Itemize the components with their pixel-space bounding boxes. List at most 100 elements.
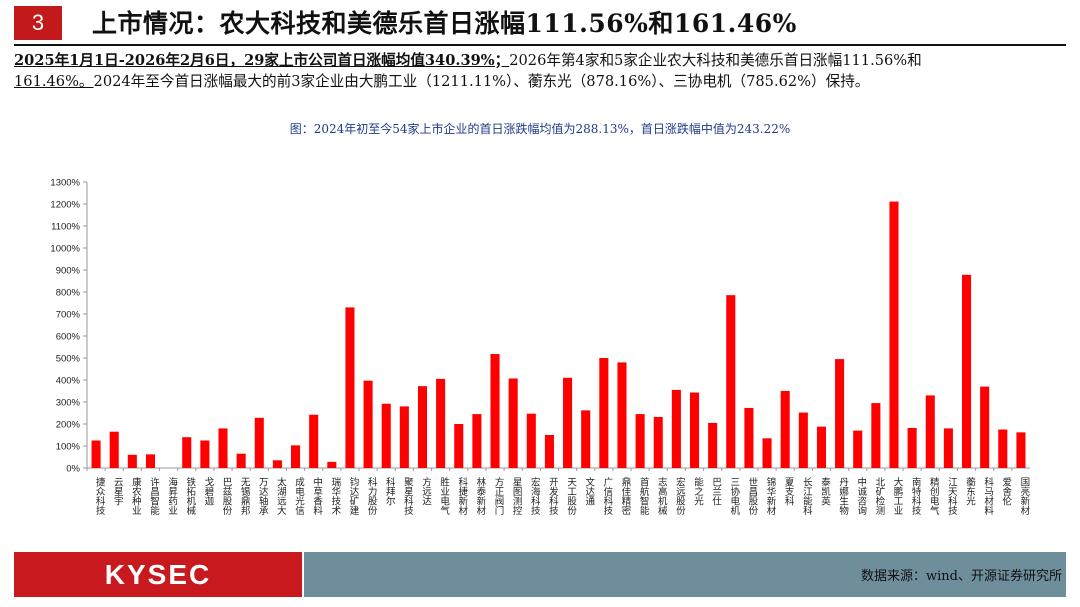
bar <box>689 392 700 468</box>
bar <box>508 378 518 468</box>
x-tick-label: 林泰新材 <box>474 476 486 515</box>
x-tick-label: 无锡鼎邦 <box>239 477 251 516</box>
x-tick-label: 鼎佳精密 <box>619 477 631 516</box>
x-tick-label: 泰凯英 <box>819 476 831 506</box>
x-tick-label: 宏远股份 <box>674 476 686 516</box>
x-tick-label: 首航智能 <box>638 476 650 516</box>
bar <box>91 440 101 468</box>
y-tick-label: 200% <box>56 420 81 431</box>
page-title: 上市情况：农大科技和美德乐首日涨幅111.56%和161.46% <box>92 9 797 38</box>
x-tick-label: 精创电气 <box>928 476 940 515</box>
footer: KYSEC 数据来源：wind、开源证券研究所 <box>0 552 1080 597</box>
y-tick-label: 800% <box>56 288 81 299</box>
x-tick-label: 南特科技 <box>910 476 922 516</box>
x-tick-label: 云星宇 <box>112 477 124 506</box>
x-tick-label: 科力股份 <box>366 476 378 516</box>
summary-text: 2025年1月1日-2026年2月6日，29家上市公司首日涨幅均值340.39%… <box>14 50 1066 92</box>
x-tick-label: 夏支科 <box>783 477 795 506</box>
bar <box>454 424 464 468</box>
x-tick-label: 太湖远大 <box>275 476 287 516</box>
x-tick-label: 铁拓机械 <box>184 476 196 516</box>
x-tick-label: 中草香料 <box>311 476 323 516</box>
bar <box>943 428 953 468</box>
x-tick-label: 万达轴承 <box>257 477 269 515</box>
slide-number: 3 <box>14 6 62 40</box>
bar <box>907 427 917 468</box>
bar <box>871 403 881 468</box>
bar <box>726 295 736 468</box>
bar <box>182 437 192 468</box>
x-tick-label: 胜业电气 <box>438 477 450 515</box>
bar <box>345 307 355 468</box>
x-tick-label: 许昌智能 <box>148 476 160 516</box>
summary-line1: 2026年第4家和5家企业农大科技和美德乐首日涨幅111.56%和 <box>509 52 922 69</box>
x-tick-label: 世昌股份 <box>746 476 758 516</box>
footer-band <box>304 552 1066 597</box>
bar <box>272 460 282 468</box>
y-tick-label: 900% <box>56 266 81 277</box>
bar <box>671 389 681 468</box>
y-tick-label: 1300% <box>50 178 80 189</box>
bar <box>853 430 863 468</box>
bar <box>563 377 573 468</box>
y-tick-label: 0% <box>66 464 80 475</box>
summary-line2: 2024年至今首日涨幅最大的前3家企业由大鹏工业（1211.11%）、蘅东光（8… <box>93 73 870 90</box>
bar <box>417 386 428 468</box>
x-tick-label: 巴兹股份 <box>221 477 233 516</box>
bar <box>635 414 645 468</box>
x-tick-label: 大鹏工业 <box>891 476 903 515</box>
bar <box>254 417 264 468</box>
y-axis: 0% 100% 200% 300% 400% 500% 600% 700% 800% 900% 10… <box>50 178 1030 475</box>
bar <box>1016 432 1026 468</box>
bar <box>526 413 536 468</box>
kysec-logo: KYSEC <box>104 558 212 590</box>
bar <box>109 431 119 468</box>
bar <box>780 391 790 468</box>
bar <box>145 454 156 468</box>
bar <box>327 461 337 468</box>
y-tick-label: 100% <box>56 442 81 453</box>
x-tick-label: 海昇药业 <box>166 476 178 515</box>
x-tick-label: 康农种业 <box>130 476 142 515</box>
bar <box>998 429 1008 468</box>
bar <box>581 410 591 468</box>
x-tick-label: 聚星科技 <box>402 477 414 516</box>
y-tick-label: 300% <box>56 398 81 409</box>
x-tick-label: 巴兰仕 <box>710 477 722 506</box>
x-tick-label: 瑞华技术 <box>329 476 341 516</box>
x-tick-label: 科捷新材 <box>456 476 468 515</box>
title-divider <box>14 44 1066 46</box>
x-tick-label: 蘅东光 <box>964 476 976 506</box>
y-tick-label: 500% <box>56 354 81 365</box>
bar <box>236 453 246 468</box>
x-tick-label: 戈碧迦 <box>202 476 214 506</box>
x-tick-label: 丹娜生物 <box>837 477 849 516</box>
x-tick-label: 国亮新材 <box>1018 477 1030 515</box>
bar <box>490 354 500 468</box>
bar <box>436 378 446 468</box>
y-tick-label: 700% <box>56 310 81 321</box>
y-tick-label: 600% <box>56 332 81 343</box>
summary-highlight-2: 161.46%。 <box>14 73 94 90</box>
x-tick-label: 捷众科技 <box>94 476 106 516</box>
bar <box>472 414 482 468</box>
logo-background <box>14 552 302 597</box>
y-tick-label: 1200% <box>50 200 80 211</box>
bar <box>835 359 845 468</box>
y-tick-label: 400% <box>56 376 81 387</box>
bar <box>980 386 990 468</box>
x-tick-label: 钧达矿建 <box>347 476 359 516</box>
x-tick-label: 能之光 <box>692 476 704 506</box>
bar <box>599 358 609 468</box>
bar <box>617 362 627 468</box>
figure-title: 图：2024年初至今54家上市企业的首日涨跌幅均值为288.13%，首日涨跌幅中… <box>289 122 791 136</box>
bar <box>653 416 663 468</box>
x-axis-labels: 捷众科技 云星宇 康农种业 许昌智能 海昇药业 铁拓机械 戈碧迦 巴兹股份 无锡鼎邦 万达轴承 太湖… <box>86 468 1030 516</box>
bar-series <box>91 201 1026 469</box>
x-tick-label: 文达通 <box>583 476 595 506</box>
x-tick-label: 方远达 <box>420 476 432 505</box>
bar <box>925 395 935 468</box>
bar <box>744 407 754 468</box>
bar <box>798 412 808 468</box>
x-tick-label: 江天科技 <box>946 477 958 516</box>
